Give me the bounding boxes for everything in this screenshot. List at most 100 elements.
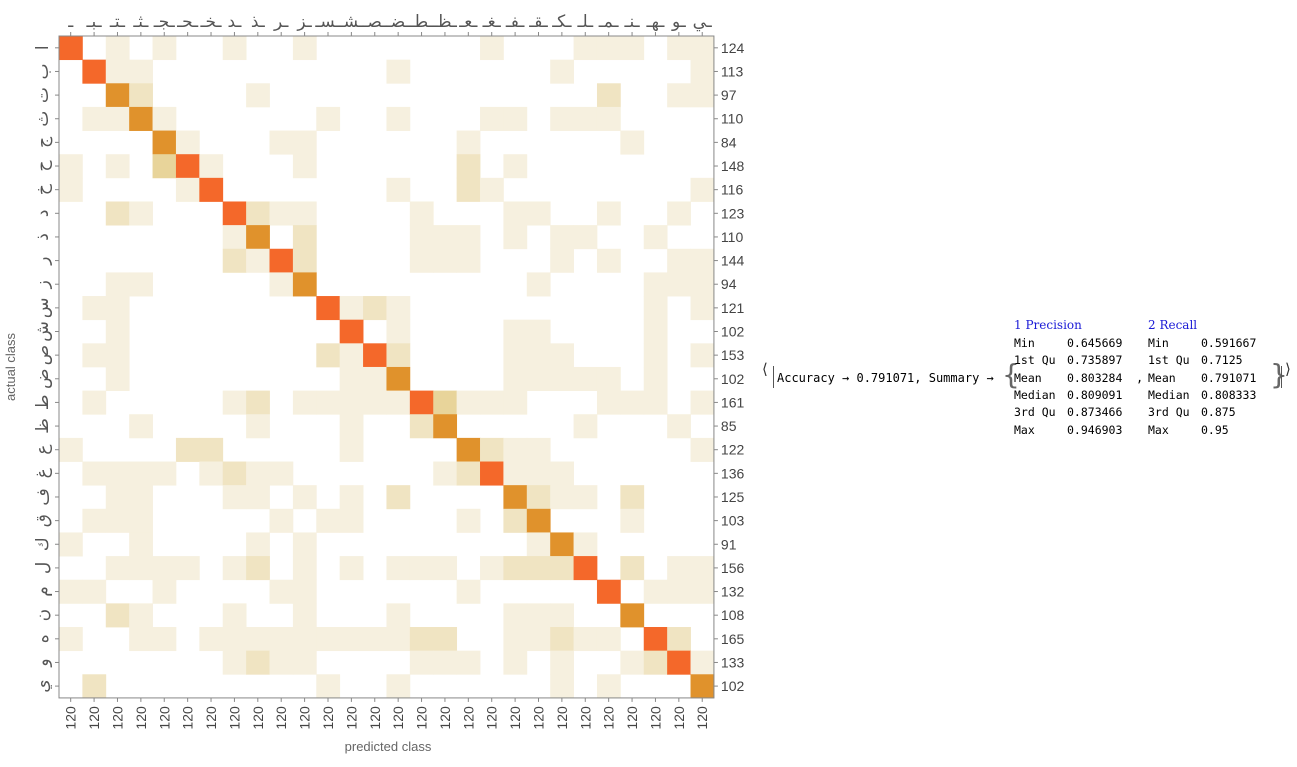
matrix-cell — [339, 556, 364, 581]
column-total-label: 120 — [671, 706, 687, 730]
matrix-cell — [480, 106, 504, 131]
association-bar-left — [773, 366, 774, 388]
matrix-cell — [59, 627, 83, 652]
matrix-cell — [129, 461, 153, 486]
matrix-cell — [596, 390, 621, 415]
matrix-cell — [667, 627, 691, 652]
row-class-label: س — [33, 297, 53, 318]
matrix-cell — [409, 556, 434, 581]
stat-value: 0.791071 — [1201, 371, 1257, 385]
matrix-cell — [503, 627, 528, 652]
matrix-cell — [573, 556, 598, 581]
matrix-cell — [690, 296, 715, 321]
stat-label: Max — [1148, 423, 1169, 437]
matrix-cell — [82, 106, 107, 131]
row-total-label: 125 — [721, 489, 745, 505]
row-total-label: 94 — [721, 276, 737, 292]
matrix-cell — [573, 106, 598, 131]
row-total-label: 165 — [721, 631, 745, 647]
matrix-cell — [222, 603, 247, 628]
column-total-label: 120 — [601, 706, 617, 730]
column-total-label: 120 — [343, 706, 359, 730]
matrix-cell — [503, 390, 528, 415]
matrix-cell — [690, 556, 715, 581]
matrix-cell — [526, 556, 551, 581]
stat-value: 0.645669 — [1067, 336, 1123, 350]
matrix-cell — [433, 225, 458, 250]
matrix-cell — [690, 59, 715, 84]
column-class-label: ـو — [671, 12, 687, 32]
matrix-cell — [246, 461, 270, 486]
row-total-label: 124 — [721, 40, 745, 56]
matrix-cell — [573, 366, 598, 391]
matrix-cell — [129, 106, 153, 131]
row-total-label: 153 — [721, 347, 745, 363]
matrix-cell — [82, 674, 107, 699]
matrix-cell — [456, 177, 481, 202]
matrix-cell — [269, 627, 294, 652]
matrix-cell — [129, 414, 153, 439]
row-class-label: ر — [33, 256, 53, 265]
matrix-cell — [596, 83, 621, 108]
column-class-label: ـظـ — [432, 12, 458, 32]
matrix-cell — [503, 650, 528, 675]
matrix-cell — [550, 532, 574, 557]
column-class-label: ـشـ — [338, 12, 365, 32]
matrix-cell — [573, 225, 598, 250]
matrix-cell — [526, 627, 551, 652]
matrix-cell — [409, 414, 434, 439]
matrix-cell — [667, 579, 691, 604]
matrix-cell — [550, 225, 574, 250]
matrix-cell — [246, 556, 270, 581]
row-total-label: 156 — [721, 560, 745, 576]
row-total-label: 121 — [721, 300, 745, 316]
matrix-cell — [433, 248, 458, 273]
matrix-cell — [667, 556, 691, 581]
matrix-cell — [222, 390, 247, 415]
column-total-label: 120 — [414, 706, 430, 730]
matrix-cell — [292, 627, 317, 652]
matrix-cell — [152, 36, 177, 61]
column-total-label: 120 — [437, 706, 453, 730]
matrix-cell — [690, 83, 715, 108]
matrix-cell — [526, 201, 551, 226]
matrix-cell — [690, 248, 715, 273]
matrix-cell — [129, 556, 153, 581]
matrix-cell — [480, 437, 504, 462]
matrix-cell — [503, 319, 528, 344]
recall-header: 2 Recall — [1148, 318, 1198, 332]
matrix-cell — [667, 36, 691, 61]
matrix-cell — [199, 177, 224, 202]
matrix-cell — [456, 437, 481, 462]
matrix-cell — [363, 366, 387, 391]
column-class-label: ـر — [273, 12, 289, 32]
matrix-cell — [339, 390, 364, 415]
matrix-cell — [620, 485, 645, 510]
matrix-cell — [690, 674, 715, 699]
row-total-label: 110 — [721, 229, 744, 245]
column-class-label: ـهـ — [646, 12, 666, 32]
column-total-label: 120 — [390, 706, 406, 730]
matrix-cell — [339, 319, 364, 344]
row-class-label: ل — [33, 562, 53, 574]
row-class-label: ن — [33, 609, 53, 621]
matrix-cell — [292, 579, 317, 604]
matrix-cell — [292, 603, 317, 628]
matrix-cell — [573, 36, 598, 61]
matrix-cell — [105, 485, 130, 510]
matrix-cell — [59, 36, 83, 61]
matrix-cell — [550, 366, 574, 391]
matrix-cell — [409, 627, 434, 652]
matrix-cell — [339, 627, 364, 652]
matrix-cell — [105, 201, 130, 226]
matrix-cell — [222, 225, 247, 250]
matrix-cell — [503, 201, 528, 226]
matrix-cell — [573, 485, 598, 510]
matrix-cell — [339, 485, 364, 510]
matrix-cell — [82, 461, 107, 486]
matrix-cell — [222, 201, 247, 226]
column-class-label: ـي — [693, 12, 713, 32]
matrix-cell — [292, 36, 317, 61]
matrix-cell — [222, 485, 247, 510]
